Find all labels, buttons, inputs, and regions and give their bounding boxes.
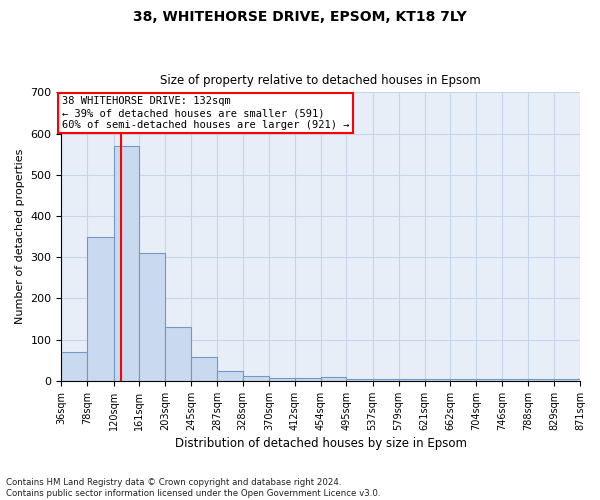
Bar — [61, 352, 88, 381]
Bar — [398, 379, 425, 381]
Title: Size of property relative to detached houses in Epsom: Size of property relative to detached ho… — [160, 74, 481, 87]
Bar — [476, 379, 502, 381]
Bar — [295, 378, 321, 381]
Bar — [243, 376, 269, 381]
Bar — [269, 378, 295, 381]
X-axis label: Distribution of detached houses by size in Epsom: Distribution of detached houses by size … — [175, 437, 467, 450]
Bar — [191, 358, 217, 381]
Bar — [450, 379, 476, 381]
Bar — [217, 370, 243, 381]
Bar — [373, 379, 398, 381]
Text: Contains HM Land Registry data © Crown copyright and database right 2024.
Contai: Contains HM Land Registry data © Crown c… — [6, 478, 380, 498]
Bar — [554, 379, 580, 381]
Bar — [321, 377, 346, 381]
Text: 38, WHITEHORSE DRIVE, EPSOM, KT18 7LY: 38, WHITEHORSE DRIVE, EPSOM, KT18 7LY — [133, 10, 467, 24]
Bar — [346, 379, 373, 381]
Bar — [502, 379, 529, 381]
Bar — [139, 253, 165, 381]
Bar — [88, 236, 113, 381]
Bar — [425, 379, 450, 381]
Bar — [113, 146, 139, 381]
Text: 38 WHITEHORSE DRIVE: 132sqm
← 39% of detached houses are smaller (591)
60% of se: 38 WHITEHORSE DRIVE: 132sqm ← 39% of det… — [62, 96, 350, 130]
Bar — [165, 328, 191, 381]
Y-axis label: Number of detached properties: Number of detached properties — [15, 149, 25, 324]
Bar — [529, 379, 554, 381]
